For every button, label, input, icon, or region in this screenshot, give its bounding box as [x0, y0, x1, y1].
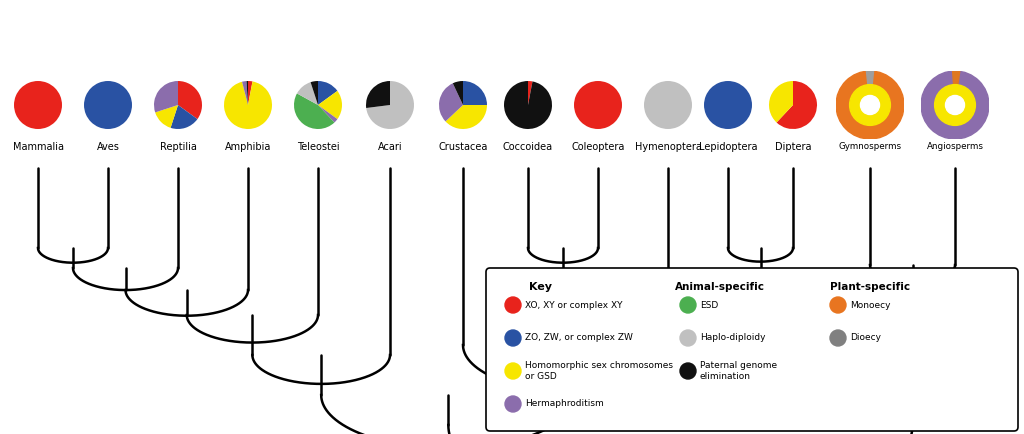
Circle shape: [921, 71, 989, 139]
Circle shape: [830, 297, 846, 313]
Wedge shape: [318, 91, 342, 119]
Wedge shape: [14, 81, 62, 129]
Text: Coccoidea: Coccoidea: [503, 142, 553, 152]
Wedge shape: [866, 71, 873, 105]
Wedge shape: [156, 105, 178, 128]
Text: Monoecy: Monoecy: [850, 300, 891, 309]
Circle shape: [505, 363, 521, 379]
Text: Crustacea: Crustacea: [438, 142, 487, 152]
Wedge shape: [297, 82, 318, 105]
Text: Hymenoptera: Hymenoptera: [635, 142, 701, 152]
Wedge shape: [574, 81, 622, 129]
Wedge shape: [84, 81, 132, 129]
Circle shape: [945, 95, 965, 115]
Text: Dioecy: Dioecy: [850, 333, 881, 342]
Wedge shape: [439, 83, 463, 122]
Wedge shape: [528, 81, 532, 105]
Text: Acari: Acari: [378, 142, 402, 152]
Text: Homomorphic sex chromosomes
or GSD: Homomorphic sex chromosomes or GSD: [525, 361, 673, 381]
Text: Gymnosperms: Gymnosperms: [839, 142, 901, 151]
Wedge shape: [154, 81, 178, 112]
Text: ESD: ESD: [700, 300, 718, 309]
Wedge shape: [310, 81, 318, 105]
Text: Hermaphroditism: Hermaphroditism: [525, 400, 604, 408]
Wedge shape: [318, 105, 338, 122]
Wedge shape: [171, 105, 198, 129]
Text: Paternal genome
elimination: Paternal genome elimination: [700, 361, 777, 381]
Wedge shape: [367, 81, 414, 129]
Text: Haplo-diploidy: Haplo-diploidy: [700, 333, 766, 342]
Circle shape: [850, 85, 891, 125]
Wedge shape: [366, 81, 390, 108]
Circle shape: [680, 297, 696, 313]
Wedge shape: [445, 105, 487, 129]
Wedge shape: [294, 93, 335, 129]
Circle shape: [830, 330, 846, 346]
Text: XO, XY or complex XY: XO, XY or complex XY: [525, 300, 623, 309]
Text: Plant-specific: Plant-specific: [829, 282, 910, 292]
Wedge shape: [178, 81, 202, 119]
Text: Animal-specific: Animal-specific: [675, 282, 765, 292]
Text: ZO, ZW, or complex ZW: ZO, ZW, or complex ZW: [525, 333, 633, 342]
Wedge shape: [247, 81, 248, 105]
Wedge shape: [242, 81, 248, 105]
Circle shape: [860, 95, 880, 115]
Wedge shape: [248, 81, 253, 105]
Text: Key: Key: [528, 282, 552, 292]
FancyBboxPatch shape: [486, 268, 1018, 431]
Text: Angiosperms: Angiosperms: [927, 142, 983, 151]
Circle shape: [935, 85, 976, 125]
Wedge shape: [776, 81, 817, 129]
Text: Aves: Aves: [96, 142, 120, 152]
Circle shape: [505, 396, 521, 412]
Wedge shape: [705, 81, 752, 129]
Text: Lepidoptera: Lepidoptera: [698, 142, 758, 152]
Wedge shape: [644, 81, 692, 129]
Circle shape: [505, 330, 521, 346]
Wedge shape: [224, 82, 272, 129]
Text: Reptilia: Reptilia: [160, 142, 197, 152]
Wedge shape: [952, 71, 959, 105]
Text: Coleoptera: Coleoptera: [571, 142, 625, 152]
Text: Diptera: Diptera: [775, 142, 811, 152]
Wedge shape: [318, 81, 338, 105]
Text: Teleostei: Teleostei: [297, 142, 339, 152]
Circle shape: [680, 330, 696, 346]
Wedge shape: [504, 81, 552, 129]
Text: Amphibia: Amphibia: [225, 142, 271, 152]
Circle shape: [505, 297, 521, 313]
Circle shape: [680, 363, 696, 379]
Circle shape: [836, 71, 904, 139]
Wedge shape: [769, 81, 793, 122]
Text: Mammalia: Mammalia: [12, 142, 63, 152]
Wedge shape: [463, 81, 487, 105]
Wedge shape: [453, 81, 463, 105]
